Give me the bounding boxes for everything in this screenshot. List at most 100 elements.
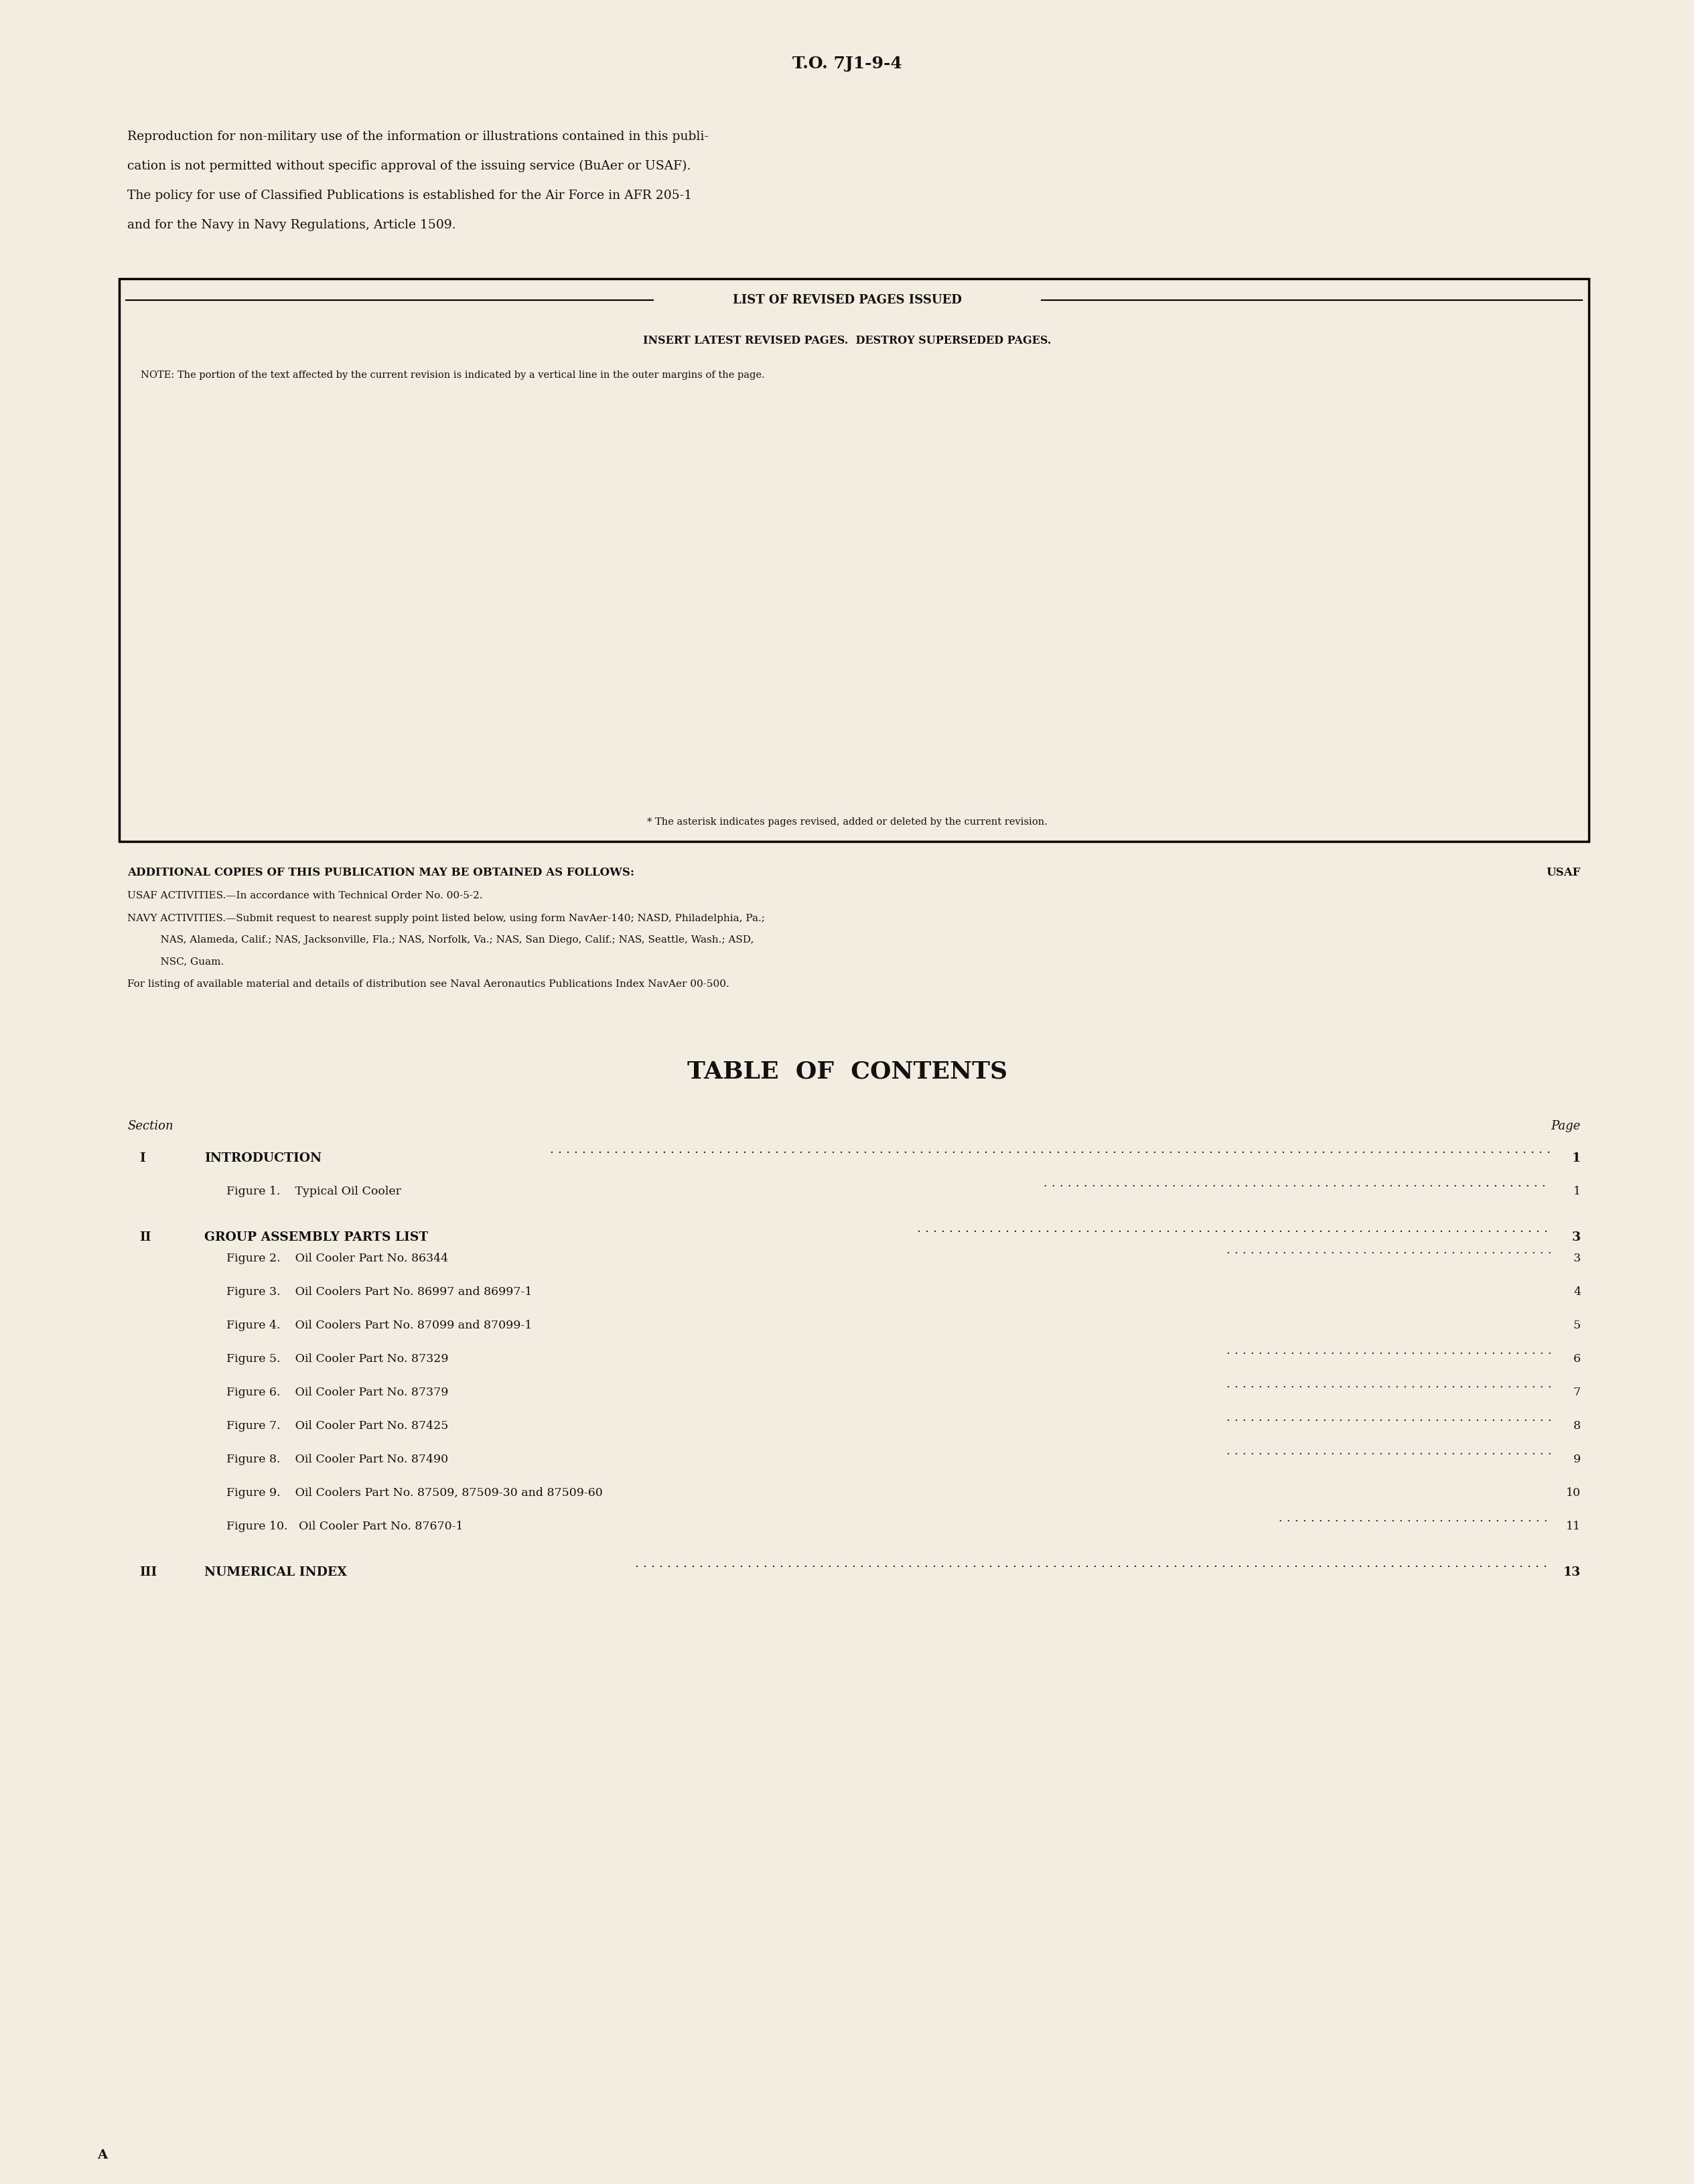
- Text: .: .: [1150, 1223, 1154, 1234]
- Text: .: .: [645, 1144, 650, 1155]
- Text: .: .: [1157, 1223, 1162, 1234]
- Text: .: .: [1108, 1177, 1111, 1188]
- Text: .: .: [1211, 1177, 1215, 1188]
- Text: NUMERICAL INDEX: NUMERICAL INDEX: [205, 1566, 347, 1579]
- Text: .: .: [1330, 1378, 1333, 1391]
- Text: .: .: [1152, 1144, 1157, 1155]
- Text: .: .: [1421, 1177, 1425, 1188]
- Text: .: .: [1270, 1223, 1274, 1234]
- Text: .: .: [549, 1144, 554, 1155]
- Text: 9: 9: [1574, 1455, 1581, 1465]
- Text: .: .: [1528, 1223, 1531, 1234]
- Text: .: .: [1396, 1177, 1401, 1188]
- Text: .: .: [1088, 1144, 1093, 1155]
- Text: .: .: [1277, 1557, 1281, 1570]
- Text: .: .: [1455, 1514, 1459, 1524]
- Text: .: .: [1338, 1413, 1342, 1424]
- Text: .: .: [1291, 1413, 1294, 1424]
- Text: .: .: [1242, 1245, 1245, 1256]
- Text: .: .: [1260, 1177, 1264, 1188]
- Text: .: .: [1482, 1413, 1487, 1424]
- Text: .: .: [1277, 1514, 1282, 1524]
- Text: .: .: [1379, 1345, 1382, 1356]
- Text: .: .: [1403, 1446, 1406, 1457]
- Text: .: .: [1340, 1177, 1343, 1188]
- Text: .: .: [964, 1557, 967, 1570]
- Text: .: .: [1459, 1245, 1462, 1256]
- Text: .: .: [1382, 1557, 1386, 1570]
- Text: .: .: [1514, 1413, 1520, 1424]
- Text: .: .: [1338, 1345, 1342, 1356]
- Text: .: .: [666, 1557, 671, 1570]
- Text: .: .: [1179, 1177, 1182, 1188]
- Text: .: .: [1323, 1345, 1326, 1356]
- Text: .: .: [1028, 1223, 1033, 1234]
- Text: .: .: [957, 1223, 960, 1234]
- Text: Figure 9.    Oil Coolers Part No. 87509, 87509-30 and 87509-60: Figure 9. Oil Coolers Part No. 87509, 87…: [227, 1487, 603, 1498]
- Text: .: .: [1142, 1223, 1145, 1234]
- Text: 13: 13: [1564, 1566, 1581, 1579]
- Text: .: .: [1250, 1413, 1254, 1424]
- Text: .: .: [718, 1144, 722, 1155]
- Text: .: .: [1499, 1378, 1503, 1391]
- Text: .: .: [1389, 1177, 1392, 1188]
- Text: .: .: [1426, 1245, 1430, 1256]
- Text: .: .: [1347, 1378, 1350, 1391]
- Text: .: .: [650, 1557, 654, 1570]
- Text: .: .: [862, 1144, 867, 1155]
- Text: .: .: [1377, 1144, 1381, 1155]
- Text: .: .: [1398, 1557, 1401, 1570]
- Text: .: .: [1164, 1177, 1167, 1188]
- Text: .: .: [1242, 1345, 1245, 1356]
- Text: .: .: [847, 1144, 850, 1155]
- Text: .: .: [1442, 1144, 1445, 1155]
- Text: .: .: [1411, 1245, 1414, 1256]
- Text: 7: 7: [1574, 1387, 1581, 1398]
- Text: .: .: [815, 1144, 818, 1155]
- Text: .: .: [1155, 1177, 1159, 1188]
- Text: .: .: [1540, 1245, 1543, 1256]
- Text: .: .: [1403, 1378, 1406, 1391]
- Text: .: .: [1282, 1345, 1286, 1356]
- Text: .: .: [1354, 1144, 1357, 1155]
- Text: .: .: [1198, 1223, 1201, 1234]
- Text: .: .: [1250, 1245, 1254, 1256]
- Text: .: .: [1387, 1446, 1391, 1457]
- Text: .: .: [1177, 1144, 1181, 1155]
- Text: .: .: [1086, 1223, 1089, 1234]
- Text: .: .: [1226, 1245, 1230, 1256]
- Text: .: .: [1479, 1514, 1482, 1524]
- Text: .: .: [1242, 1413, 1245, 1424]
- Text: .: .: [1491, 1378, 1494, 1391]
- Text: .: .: [1226, 1446, 1230, 1457]
- Text: .: .: [1315, 1413, 1318, 1424]
- Text: .: .: [1237, 1557, 1242, 1570]
- Text: .: .: [1357, 1177, 1360, 1188]
- Text: Page: Page: [1552, 1120, 1581, 1131]
- Text: .: .: [1382, 1514, 1386, 1524]
- Text: .: .: [1362, 1446, 1365, 1457]
- Text: .: .: [1494, 1557, 1497, 1570]
- Text: .: .: [1221, 1557, 1225, 1570]
- Text: .: .: [1337, 1144, 1342, 1155]
- Text: .: .: [691, 1557, 695, 1570]
- Text: .: .: [1060, 1223, 1066, 1234]
- Text: .: .: [1265, 1245, 1270, 1256]
- Text: .: .: [1291, 1245, 1294, 1256]
- Text: .: .: [1172, 1177, 1176, 1188]
- Text: .: .: [1165, 1557, 1169, 1570]
- Text: .: .: [867, 1557, 871, 1570]
- Text: .: .: [947, 1557, 952, 1570]
- Text: .: .: [996, 1557, 999, 1570]
- Text: .: .: [1242, 1378, 1245, 1391]
- Text: .: .: [1464, 1514, 1467, 1524]
- Text: .: .: [1140, 1557, 1145, 1570]
- Text: .: .: [1091, 1177, 1094, 1188]
- Text: .: .: [1514, 1245, 1520, 1256]
- Text: .: .: [1460, 1177, 1465, 1188]
- Text: .: .: [1072, 1144, 1076, 1155]
- Text: .: .: [695, 1144, 698, 1155]
- Text: .: .: [1238, 1223, 1242, 1234]
- Text: .: .: [1547, 1378, 1552, 1391]
- Text: .: .: [1467, 1378, 1470, 1391]
